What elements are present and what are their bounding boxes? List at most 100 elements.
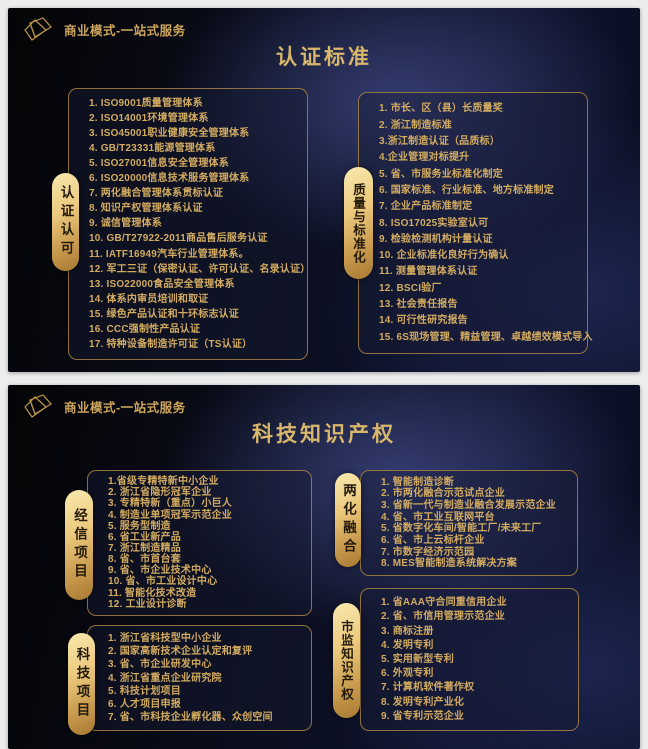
panel-label-text: 质量与标准化 — [351, 182, 365, 264]
list-item: 1. 市长、区（县）长质量奖 — [379, 103, 503, 115]
list-item: 6. 国家标准、行业标准、地方标准制定 — [379, 184, 554, 196]
list-item: 12. 工业设计诊断 — [108, 598, 187, 610]
list-item: 3. 商标注册 — [381, 625, 434, 637]
list-item: 3. ISO45001职业健康安全管理体系 — [89, 128, 250, 140]
panel-label-text: 科技项目 — [74, 647, 90, 721]
item-list: 1. 市长、区（县）长质量奖 2. 浙江制造标准 3.浙江制造认证（品质标） 4.企业… — [359, 93, 593, 353]
list-item: 14. 体系内审员培训和取证 — [89, 293, 209, 305]
slide-header: 商业模式-一站式服务 — [21, 392, 186, 420]
origami-diamond-icon — [21, 15, 55, 43]
list-item: 5. ISO27001信息安全管理体系 — [89, 158, 229, 170]
item-list: 1. 智能制造诊断 2. 市两化融合示范试点企业 3. 省新一代与制造业融合发展示范… — [361, 471, 577, 575]
list-item: 1. ISO9001质量管理体系 — [89, 98, 203, 110]
slide-tech-intellectual-property[interactable]: 商业模式-一站式服务 科技知识产权 1.省级专精特新中小企业 2. 浙江省隐形冠军… — [8, 385, 640, 749]
list-item: 3. 省、市企业研发中心 — [108, 659, 212, 671]
list-item: 5. 省、市服务业标准化制定 — [379, 168, 503, 180]
panel-label-science-tech-projects: 科技项目 — [68, 633, 95, 735]
panel-label-text: 经信项目 — [72, 508, 87, 582]
list-item: 14. 可行性研究报告 — [379, 315, 468, 327]
list-item: 10. 企业标准化良好行为确认 — [379, 250, 509, 262]
list-item: 13. ISO22000食品安全管理体系 — [89, 278, 235, 290]
list-item: 11. 智能化技术改造 — [108, 587, 197, 599]
list-item: 9. 省、市企业技术中心 — [108, 565, 212, 577]
item-list: 1.省级专精特新中小企业 2. 浙江省隐形冠军企业 3. 专精特新（重点）小巨人 4.… — [88, 471, 311, 615]
panel-quality-standardization: 1. 市长、区（县）长质量奖 2. 浙江制造标准 3.浙江制造认证（品质标） 4.企业… — [358, 92, 593, 354]
list-item: 15. 6S现场管理、精益管理、卓越绩效模式导入 — [379, 331, 593, 343]
list-item: 1. 浙江省科技型中小企业 — [108, 633, 222, 645]
list-item: 4. 发明专利 — [381, 639, 434, 651]
slide-certification-standards[interactable]: 商业模式-一站式服务 认证标准 1. ISO9001质量管理体系 2. ISO14… — [8, 8, 640, 372]
list-item: 2. 省、市信用管理示范企业 — [381, 611, 505, 623]
brand-text: 商业模式-一站式服务 — [64, 23, 186, 38]
list-item: 11. 测量管理体系认证 — [379, 266, 478, 278]
list-item: 12. BSCI验厂 — [379, 282, 442, 294]
brand-text: 商业模式-一站式服务 — [64, 400, 186, 415]
list-item: 6. ISO20000信息技术服务管理体系 — [89, 173, 250, 185]
list-item: 4. GB/T23331能源管理体系 — [89, 143, 216, 155]
list-item: 5. 服务型制造 — [108, 520, 171, 532]
list-item: 6. 省工业新产品 — [108, 531, 181, 543]
slide-header: 商业模式-一站式服务 — [21, 15, 186, 43]
list-item: 3. 省新一代与制造业融合发展示范企业 — [381, 499, 556, 511]
list-item: 9. 检验检测机构计量认证 — [379, 233, 493, 245]
panel-economic-info-projects: 1.省级专精特新中小企业 2. 浙江省隐形冠军企业 3. 专精特新（重点）小巨人 4.… — [87, 470, 312, 616]
list-item: 8. 省、市首台套 — [108, 554, 181, 566]
list-item: 7. 企业产品标准制定 — [379, 201, 473, 213]
list-item: 16. CCC强制性产品认证 — [89, 323, 201, 335]
panel-label-industrialization-integration: 两化融合 — [335, 473, 361, 567]
panel-label-text: 两化融合 — [341, 483, 356, 557]
list-item: 4. 省、市工业互联网平台 — [381, 511, 495, 523]
list-item: 15. 绿色产品认证和十环标志认证 — [89, 308, 240, 320]
list-item: 5. 科技计划项目 — [108, 685, 181, 697]
panel-market-supervision-ip: 1. 省AAA守合同重信用企业 2. 省、市信用管理示范企业 3. 商标注册 4. 发… — [360, 588, 579, 731]
panel-label-text: 市监知识产权 — [339, 620, 353, 701]
list-item: 7. 省、市科技企业孵化器、众创空间 — [108, 711, 273, 723]
list-item: 5. 省数字化车间/智能工厂/未来工厂 — [381, 523, 542, 535]
list-item: 4. 浙江省重点企业研究院 — [108, 672, 222, 684]
list-item: 8. ISO17025实验室认可 — [379, 217, 489, 229]
list-item: 6. 省、市上云标杆企业 — [381, 534, 485, 546]
list-item: 5. 实用新型专利 — [381, 653, 454, 665]
list-item: 1.省级专精特新中小企业 — [108, 476, 219, 488]
panel-label-quality-standardization: 质量与标准化 — [344, 167, 373, 279]
list-item: 11. IATF16949汽车行业管理体系。 — [89, 248, 249, 260]
list-item: 10. GB/T27922-2011商品售后服务认证 — [89, 233, 268, 245]
list-item: 7. 计算机软件著作权 — [381, 682, 475, 694]
list-item: 9. 省专利示范企业 — [381, 710, 465, 722]
list-item: 3.浙江制造认证（品质标） — [379, 135, 500, 147]
list-item: 7. 市数字经济示范园 — [381, 546, 475, 558]
list-item: 1. 智能制造诊断 — [381, 476, 454, 488]
list-item: 9. 诚信管理体系 — [89, 218, 162, 230]
list-item: 4. 制造业单项冠军示范企业 — [108, 509, 232, 521]
list-item: 7. 浙江制造精品 — [108, 542, 181, 554]
slide-title: 科技知识产权 — [252, 423, 396, 446]
list-item: 8. 发明专利产业化 — [381, 696, 465, 708]
list-item: 2. 国家高新技术企业认定和复评 — [108, 646, 253, 658]
panel-certification-accreditation: 1. ISO9001质量管理体系 2. ISO14001环境管理体系 3. ISO4… — [68, 88, 310, 360]
item-list: 1. ISO9001质量管理体系 2. ISO14001环境管理体系 3. ISO4… — [69, 89, 310, 359]
list-item: 7. 两化融合管理体系贯标认证 — [89, 188, 224, 200]
list-item: 6. 人才项目申报 — [108, 698, 181, 710]
list-item: 2. 市两化融合示范试点企业 — [381, 488, 505, 500]
list-item: 3. 专精特新（重点）小巨人 — [108, 498, 232, 510]
list-item: 17. 特种设备制造许可证（TS认证） — [89, 338, 253, 350]
panel-label-economic-info-projects: 经信项目 — [65, 490, 93, 600]
item-list: 1. 省AAA守合同重信用企业 2. 省、市信用管理示范企业 3. 商标注册 4. 发… — [361, 589, 578, 730]
list-item: 2. 浙江制造标准 — [379, 119, 452, 131]
list-item: 8. MES智能制造系统解决方案 — [381, 558, 517, 570]
panel-label-market-supervision-ip: 市监知识产权 — [333, 603, 360, 718]
slide-title: 认证标准 — [276, 46, 372, 69]
panel-industrialization-integration: 1. 智能制造诊断 2. 市两化融合示范试点企业 3. 省新一代与制造业融合发展示范… — [360, 470, 578, 576]
list-item: 2. 浙江省隐形冠军企业 — [108, 487, 212, 499]
list-item: 6. 外观专利 — [381, 668, 434, 680]
list-item: 1. 省AAA守合同重信用企业 — [381, 597, 507, 609]
item-list: 1. 浙江省科技型中小企业 2. 国家高新技术企业认定和复评 3. 省、市企业研发中… — [88, 626, 311, 730]
list-item: 2. ISO14001环境管理体系 — [89, 113, 209, 125]
panel-label-certification-accreditation: 认证认可 — [52, 173, 79, 271]
list-item: 4.企业管理对标提升 — [379, 152, 470, 164]
panel-science-tech-projects: 1. 浙江省科技型中小企业 2. 国家高新技术企业认定和复评 3. 省、市企业研发中… — [87, 625, 312, 731]
panel-label-text: 认证认可 — [58, 185, 74, 259]
list-item: 8. 知识产权管理体系认证 — [89, 203, 203, 215]
list-item: 13. 社会责任报告 — [379, 299, 458, 311]
origami-diamond-icon — [21, 392, 55, 420]
